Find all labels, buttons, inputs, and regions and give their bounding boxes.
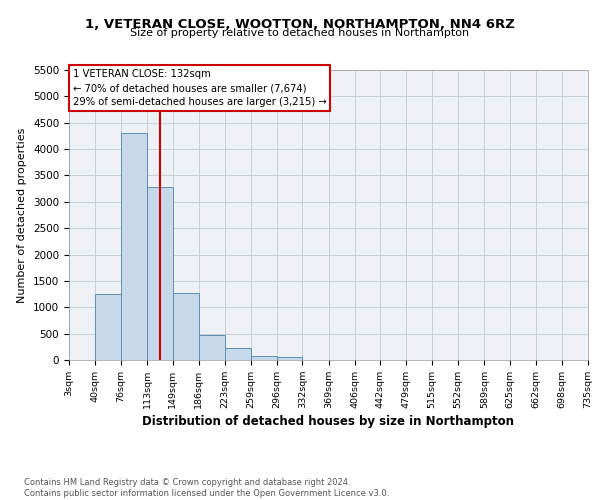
Bar bbox=[173, 292, 199, 360]
Bar bbox=[277, 358, 302, 360]
Bar bbox=[95, 294, 121, 360]
Text: 1, VETERAN CLOSE, WOOTTON, NORTHAMPTON, NN4 6RZ: 1, VETERAN CLOSE, WOOTTON, NORTHAMPTON, … bbox=[85, 18, 515, 30]
Text: Size of property relative to detached houses in Northampton: Size of property relative to detached ho… bbox=[130, 28, 470, 38]
Bar bbox=[199, 334, 225, 360]
Y-axis label: Number of detached properties: Number of detached properties bbox=[17, 128, 28, 302]
Text: Contains HM Land Registry data © Crown copyright and database right 2024.
Contai: Contains HM Land Registry data © Crown c… bbox=[24, 478, 389, 498]
Text: 1 VETERAN CLOSE: 132sqm
← 70% of detached houses are smaller (7,674)
29% of semi: 1 VETERAN CLOSE: 132sqm ← 70% of detache… bbox=[73, 70, 326, 108]
Bar bbox=[121, 134, 147, 360]
Bar bbox=[147, 187, 173, 360]
Bar bbox=[251, 356, 277, 360]
X-axis label: Distribution of detached houses by size in Northampton: Distribution of detached houses by size … bbox=[143, 415, 515, 428]
Bar bbox=[225, 348, 251, 360]
